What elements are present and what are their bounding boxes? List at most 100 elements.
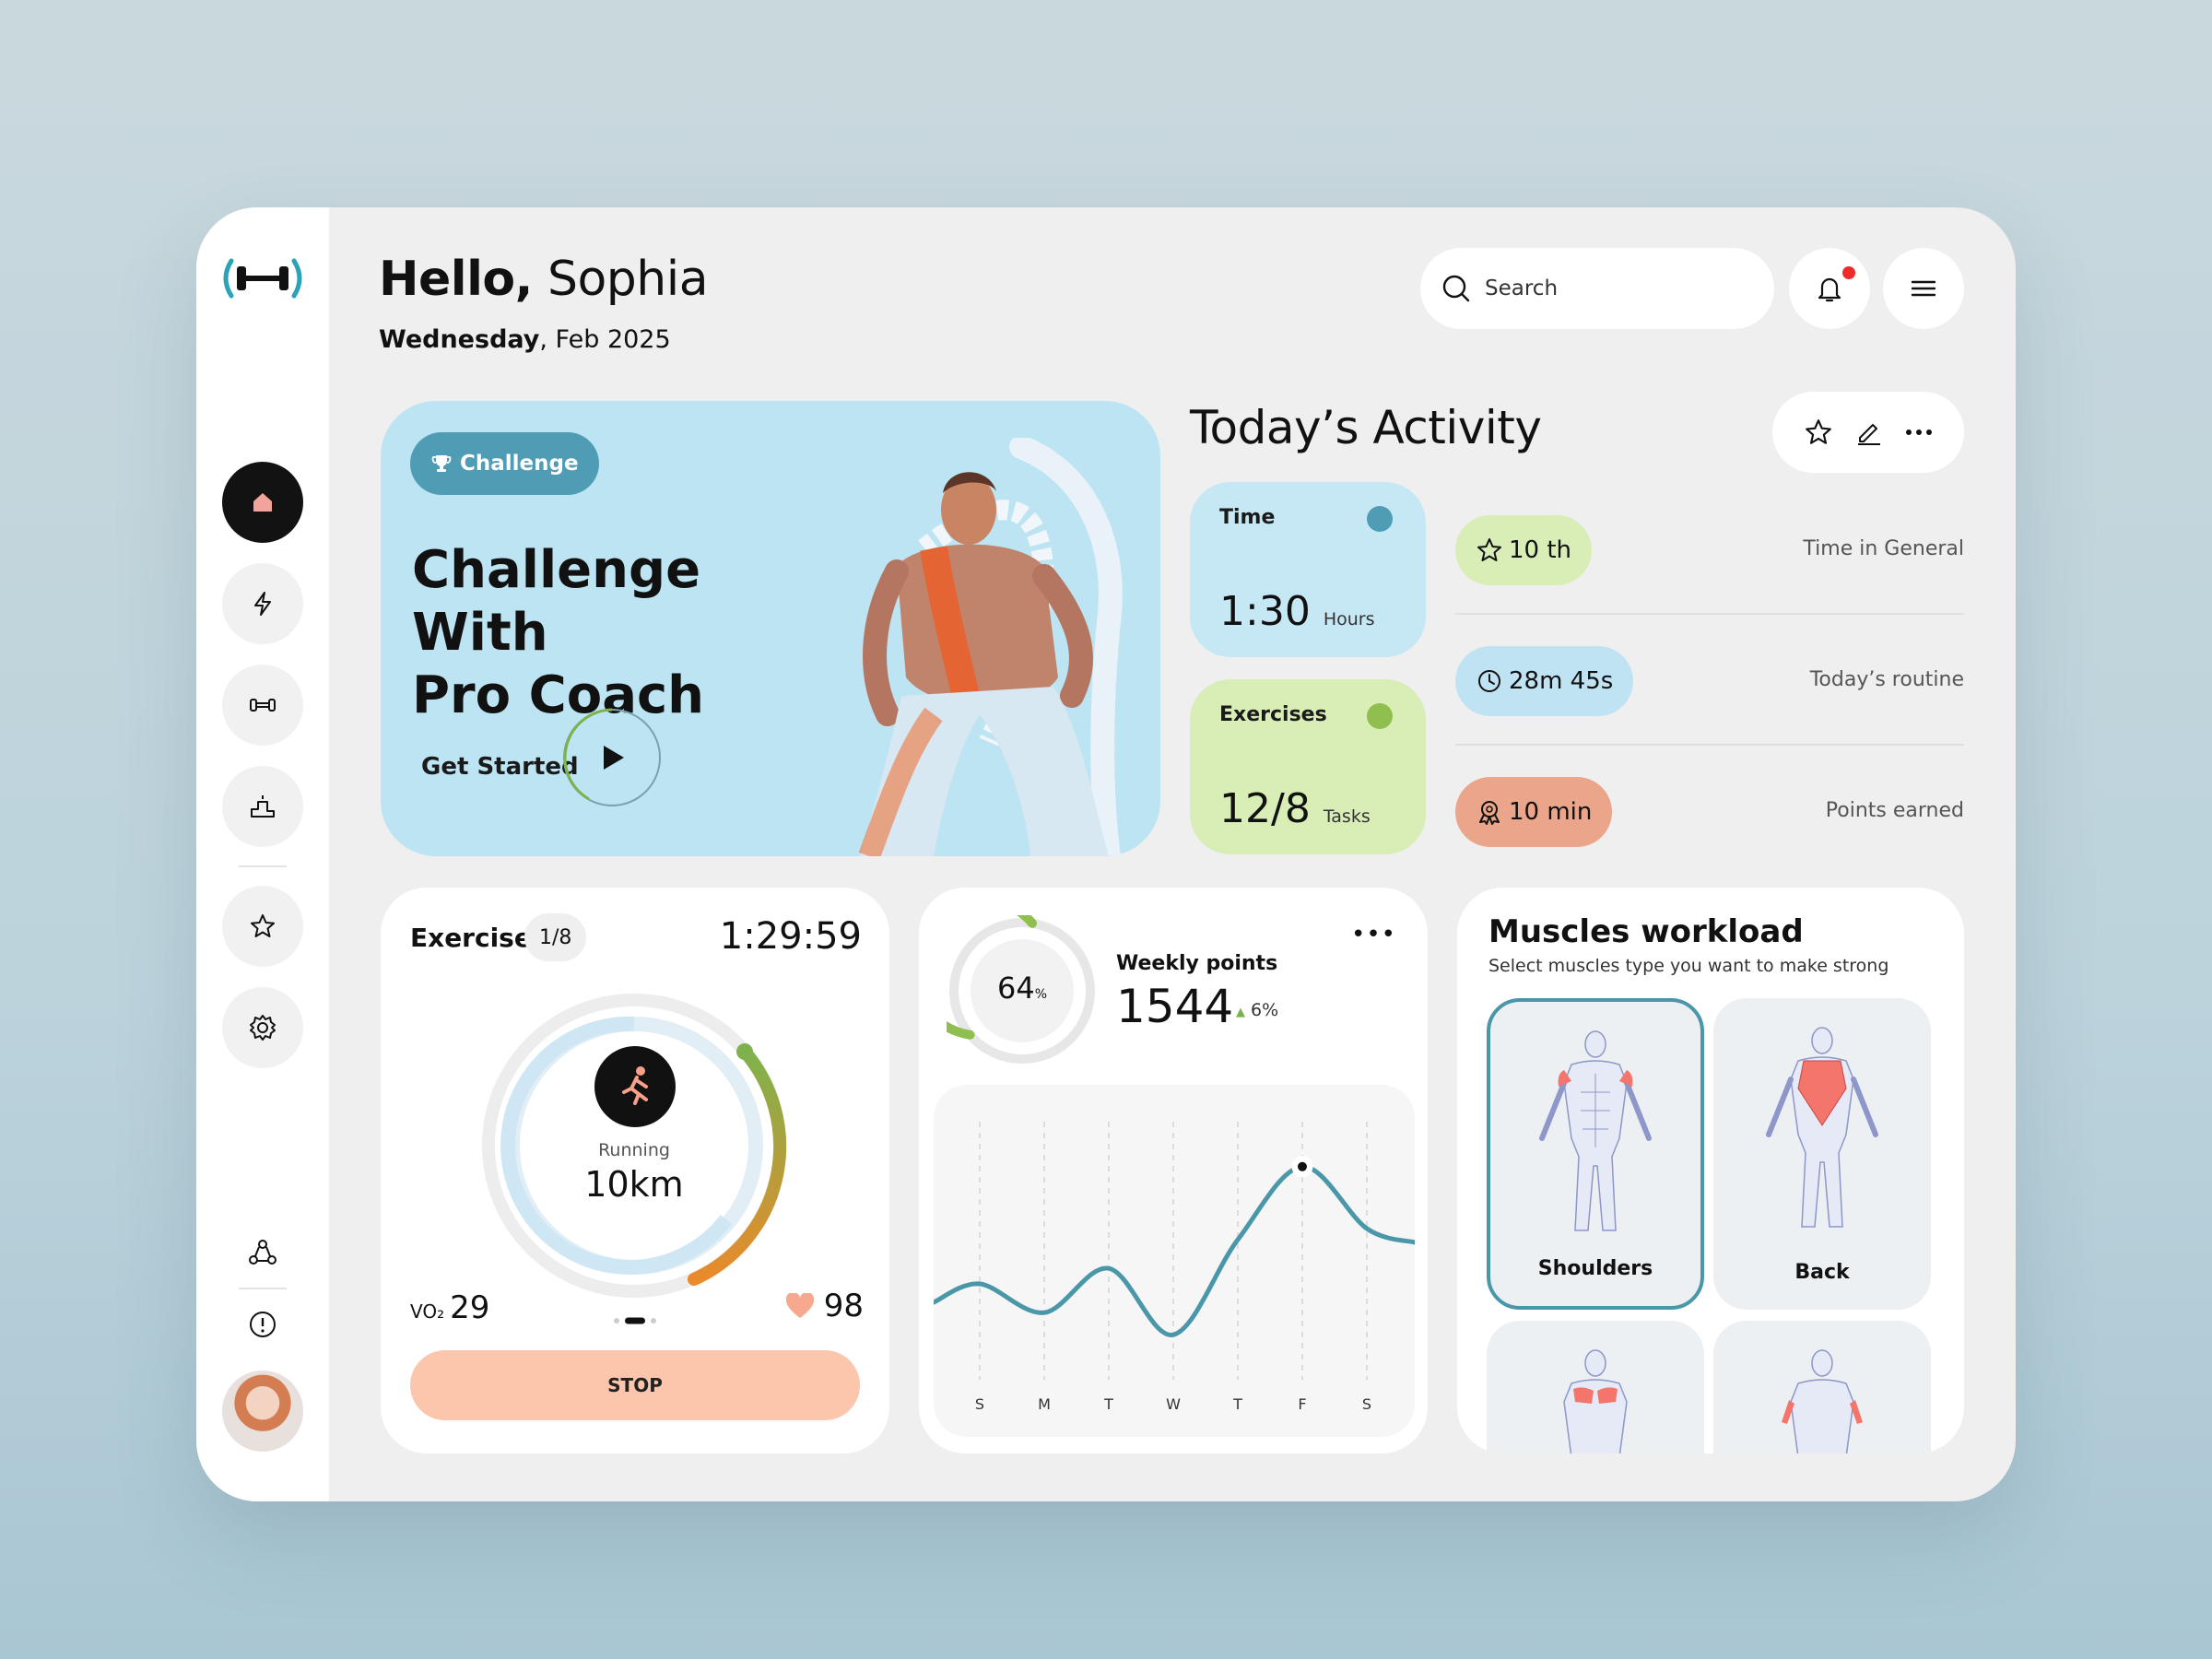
athlete-image xyxy=(858,438,1123,856)
weekly-delta-value: 6% xyxy=(1251,1000,1279,1020)
rank-note: Time in General xyxy=(1803,537,1964,560)
exercise-timer: 1:29:59 xyxy=(719,915,862,958)
nav-settings-button[interactable] xyxy=(222,987,303,1068)
search-placeholder: Search xyxy=(1485,276,1559,300)
more-icon[interactable]: ••• xyxy=(1350,921,1396,948)
muscle-card-shoulders[interactable]: Shoulders xyxy=(1487,998,1704,1310)
muscle-card-arms[interactable] xyxy=(1713,1321,1931,1453)
divider xyxy=(1455,744,1964,746)
x-tick-label: W xyxy=(1166,1395,1181,1413)
star-icon[interactable] xyxy=(1804,418,1833,447)
routine-value: 28m 45s xyxy=(1509,667,1614,695)
get-started-label[interactable]: Get Started xyxy=(421,753,579,781)
time-tile[interactable]: Time 1:30 Hours xyxy=(1190,482,1426,657)
share-icon[interactable] xyxy=(244,1234,281,1271)
greeting: Hello, Sophia xyxy=(379,252,709,307)
nav-workout-button[interactable] xyxy=(222,665,303,746)
page-indicator[interactable] xyxy=(613,1317,659,1324)
time-unit: Hours xyxy=(1323,609,1375,629)
exercise-card: Exercise 1/8 1:29:59 xyxy=(381,888,889,1453)
series-line xyxy=(934,1164,1415,1337)
hamburger-icon xyxy=(1911,280,1936,297)
points-note: Points earned xyxy=(1825,799,1964,822)
play-button[interactable] xyxy=(561,707,663,808)
info-icon[interactable] xyxy=(244,1306,281,1343)
sidebar xyxy=(196,207,329,1501)
heart-rate-value: 98 xyxy=(823,1288,864,1324)
muscle-card-label: Back xyxy=(1794,1261,1850,1284)
nav-favorites-button[interactable] xyxy=(222,886,303,967)
body-back-icon xyxy=(1766,1027,1878,1228)
exercises-unit: Tasks xyxy=(1323,806,1371,827)
challenge-banner[interactable]: Challenge Challenge With Pro Coach Get S… xyxy=(381,401,1160,856)
clock-icon xyxy=(1367,506,1393,532)
muscle-card-back[interactable]: Back xyxy=(1713,998,1931,1310)
body-arms-icon xyxy=(1782,1349,1863,1453)
exercises-tile[interactable]: Exercises 12/8 Tasks xyxy=(1190,679,1426,854)
points-pill[interactable]: 10 min xyxy=(1455,777,1613,847)
eye-icon xyxy=(1367,703,1393,729)
nav-activity-button[interactable] xyxy=(222,563,303,644)
stat-row-rank: 10 th Time in General xyxy=(1455,484,1964,615)
home-icon xyxy=(253,493,272,512)
trophy-icon xyxy=(431,455,452,472)
exercises-value: 12/8 xyxy=(1219,785,1311,832)
points-value: 10 min xyxy=(1509,798,1593,826)
weekly-progress-ring xyxy=(947,915,1095,1064)
award-icon xyxy=(1479,801,1500,825)
muscle-card-chest[interactable] xyxy=(1487,1321,1704,1453)
greeting-hello: Hello, xyxy=(379,252,533,307)
x-tick-label: S xyxy=(975,1395,984,1413)
user-name: Sophia xyxy=(547,252,709,307)
stop-button[interactable]: STOP xyxy=(410,1350,860,1420)
vo2-metric: VO₂ 29 xyxy=(410,1289,489,1326)
notifications-button[interactable] xyxy=(1789,248,1870,329)
exercise-counter-badge: 1/8 xyxy=(524,913,587,961)
muscles-workload-card: Muscles workload Select muscles type you… xyxy=(1457,888,1964,1453)
menu-button[interactable] xyxy=(1883,248,1964,329)
time-tile-value: 1:30 Hours xyxy=(1219,588,1374,635)
date-day: Wednesday xyxy=(379,325,540,354)
weekly-points-value: 1544 xyxy=(1116,980,1234,1033)
exercise-progress-ring xyxy=(482,994,787,1298)
gear-icon xyxy=(250,1015,276,1041)
stat-row-points: 10 min Points earned xyxy=(1455,746,1964,877)
search-input[interactable]: Search xyxy=(1420,248,1774,329)
time-value: 1:30 xyxy=(1219,588,1311,635)
star-icon xyxy=(1477,538,1501,561)
muscles-subtitle: Select muscles type you want to make str… xyxy=(1488,956,1889,976)
date-rest: , Feb 2025 xyxy=(539,325,671,354)
sidebar-divider xyxy=(239,865,287,867)
trend-up-icon: ▲ xyxy=(1236,1006,1245,1019)
heart-icon xyxy=(785,1293,814,1318)
x-tick-label: T xyxy=(1103,1395,1113,1413)
body-front-icon xyxy=(1539,1030,1652,1231)
divider xyxy=(1455,613,1964,615)
x-tick-label: F xyxy=(1298,1395,1306,1413)
edit-icon[interactable] xyxy=(1854,418,1884,447)
weekly-points-card: 64% Weekly points 1544 ▲ 6% ••• S M T W T F S xyxy=(919,888,1428,1453)
nav-home-button[interactable] xyxy=(222,462,303,543)
sidebar-divider xyxy=(239,1288,287,1289)
weekly-points-label: Weekly points xyxy=(1116,952,1278,975)
routine-pill[interactable]: 28m 45s xyxy=(1455,646,1634,716)
bell-icon xyxy=(1818,277,1841,302)
avatar[interactable] xyxy=(222,1371,303,1452)
dumbbell-icon xyxy=(250,699,276,712)
stat-row-routine: 28m 45s Today’s routine xyxy=(1455,615,1964,746)
x-tick-label: S xyxy=(1362,1395,1371,1413)
app-window: Hello, Sophia Wednesday, Feb 2025 Search… xyxy=(196,207,2016,1501)
challenge-badge-label: Challenge xyxy=(460,452,579,476)
podium-icon xyxy=(251,795,275,818)
weekly-percent: 64% xyxy=(947,971,1098,1006)
challenge-title-line2: Pro Coach xyxy=(412,665,705,725)
logo-icon[interactable] xyxy=(218,253,307,303)
vo2-label: VO₂ xyxy=(410,1300,445,1323)
running-icon xyxy=(594,1046,676,1127)
more-icon[interactable] xyxy=(1905,428,1933,437)
current-date: Wednesday, Feb 2025 xyxy=(379,325,671,354)
rank-pill[interactable]: 10 th xyxy=(1455,515,1593,585)
rank-value: 10 th xyxy=(1509,536,1572,564)
nav-leaderboard-button[interactable] xyxy=(222,766,303,847)
x-tick-label: T xyxy=(1232,1395,1242,1413)
